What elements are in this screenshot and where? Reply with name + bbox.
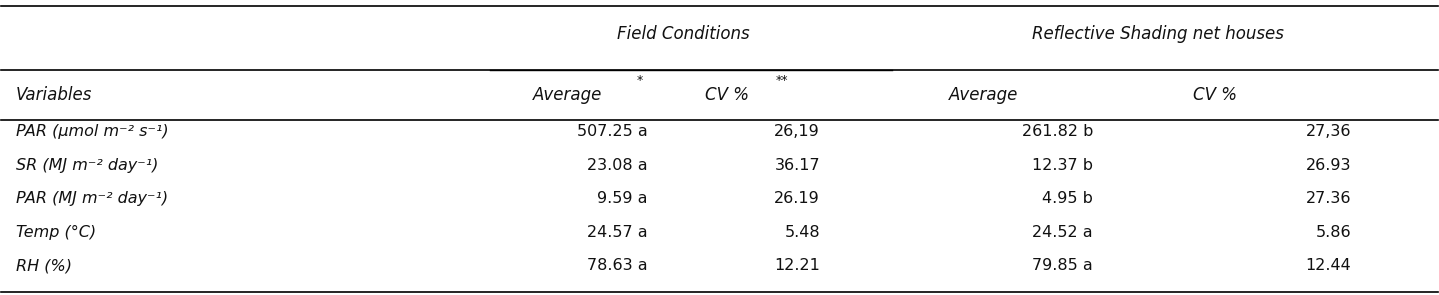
Text: Field Conditions: Field Conditions <box>617 24 750 42</box>
Text: 261.82 b: 261.82 b <box>1022 124 1092 139</box>
Text: Reflective Shading net houses: Reflective Shading net houses <box>1032 24 1284 42</box>
Text: 5.86: 5.86 <box>1315 225 1351 240</box>
Text: 26,19: 26,19 <box>774 124 820 139</box>
Text: 9.59 a: 9.59 a <box>597 191 648 206</box>
Text: 79.85 a: 79.85 a <box>1032 258 1092 273</box>
Text: CV %: CV % <box>1193 86 1238 104</box>
Text: PAR (μmol m⁻² s⁻¹): PAR (μmol m⁻² s⁻¹) <box>16 124 168 139</box>
Text: 24.52 a: 24.52 a <box>1032 225 1092 240</box>
Text: 27,36: 27,36 <box>1307 124 1351 139</box>
Text: Variables: Variables <box>16 86 92 104</box>
Text: RH (%): RH (%) <box>16 258 72 273</box>
Text: 27.36: 27.36 <box>1307 191 1351 206</box>
Text: Average: Average <box>950 86 1019 104</box>
Text: CV %: CV % <box>705 86 750 104</box>
Text: 26.19: 26.19 <box>774 191 820 206</box>
Text: 26.93: 26.93 <box>1307 158 1351 173</box>
Text: 5.48: 5.48 <box>784 225 820 240</box>
Text: 23.08 a: 23.08 a <box>587 158 648 173</box>
Text: 36.17: 36.17 <box>774 158 820 173</box>
Text: 12.37 b: 12.37 b <box>1032 158 1092 173</box>
Text: Temp (°C): Temp (°C) <box>16 225 96 240</box>
Text: *: * <box>636 74 642 87</box>
Text: 78.63 a: 78.63 a <box>587 258 648 273</box>
Text: 12.21: 12.21 <box>774 258 820 273</box>
Text: 12.44: 12.44 <box>1305 258 1351 273</box>
Text: 24.57 a: 24.57 a <box>587 225 648 240</box>
Text: **: ** <box>776 74 789 87</box>
Text: Average: Average <box>532 86 602 104</box>
Text: 507.25 a: 507.25 a <box>577 124 648 139</box>
Text: PAR (MJ m⁻² day⁻¹): PAR (MJ m⁻² day⁻¹) <box>16 191 168 206</box>
Text: 4.95 b: 4.95 b <box>1042 191 1092 206</box>
Text: SR (MJ m⁻² day⁻¹): SR (MJ m⁻² day⁻¹) <box>16 158 158 173</box>
